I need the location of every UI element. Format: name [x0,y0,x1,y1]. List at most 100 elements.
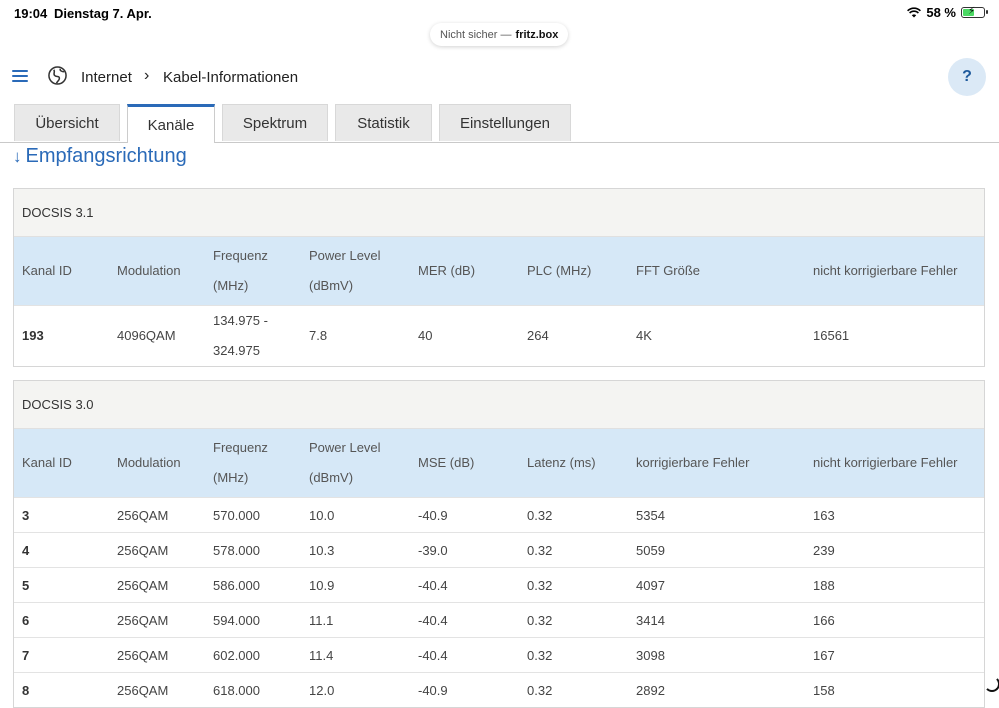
cell-modulation: 256QAM [109,567,205,603]
column-header-text: korrigierbare Fehler [636,455,750,470]
column-header-text: MER (dB) [418,263,476,278]
cell-frequenz: 618.000 [205,672,301,707]
battery-percent: 58 % [926,5,956,20]
cell-fft: 4K [628,305,805,366]
docsis30-title: DOCSIS 3.0 [14,381,984,429]
table-header-row: Kanal ID Modulation Frequenz (MHz) Power Lev… [14,237,984,306]
cell-power-level: 11.4 [301,637,410,673]
cell-kanal-id: 5 [14,567,109,603]
column-header-col7: FFT Größe [628,237,805,306]
url-security: Nicht sicher — [440,28,512,41]
cell-col6: 0.32 [519,532,628,568]
cell-mer: 40 [410,305,519,366]
table-row: 6 256QAM 594.000 11.1 -40.4 0.32 3414 166 [14,602,984,638]
column-header-text: Frequenz [213,248,268,263]
cell-col5: -40.4 [410,637,519,673]
cell-col5: -40.4 [410,567,519,603]
cell-kanal-id: 193 [14,305,109,366]
column-header-text: FFT Größe [636,263,701,278]
cell-modulation: 256QAM [109,637,205,673]
column-header-col6: Latenz (ms) [519,429,628,498]
table-row: 193 4096QAM 134.975 - 324.975 7.8 40 264… [14,305,984,366]
docsis31-panel: DOCSIS 3.1 Kanal ID Modulation Frequenz (MH… [13,188,985,367]
cell-kanal-id: 6 [14,602,109,638]
cell-kanal-id: 8 [14,672,109,707]
cell-modulation: 256QAM [109,672,205,707]
column-header-text: Modulation [117,263,181,278]
table-header-row: Kanal ID Modulation Frequenz (MHz) Power Lev… [14,429,984,498]
cell-frequenz-start: 134.975 - [213,313,268,328]
cell-col7: 2892 [628,672,805,707]
tab-uebersicht[interactable]: Übersicht [14,104,120,141]
cell-col7: 5354 [628,497,805,533]
column-header-text: (dBmV) [309,278,354,293]
cell-col6: 0.32 [519,497,628,533]
column-header-text: Power Level [309,440,381,455]
column-header-text: nicht korrigierbare Fehler [813,263,958,278]
table-row: 3 256QAM 570.000 10.0 -40.9 0.32 5354 163 [14,497,984,533]
cell-frequenz: 602.000 [205,637,301,673]
breadcrumb-internet[interactable]: Internet [81,69,132,86]
battery-fill [963,9,975,16]
cell-power-level: 10.0 [301,497,410,533]
table-row: 8 256QAM 618.000 12.0 -40.9 0.32 2892 158 [14,672,984,707]
cell-frequenz: 586.000 [205,567,301,603]
status-right: 58 % ⚡ [907,5,988,20]
column-header-text: MSE (dB) [418,455,475,470]
cell-modulation: 4096QAM [109,305,205,366]
tab-kanaele[interactable]: Kanäle [127,104,215,143]
cell-power-level: 10.9 [301,567,410,603]
tab-einstellungen[interactable]: Einstellungen [439,104,571,141]
cell-nicht-korrigierbar: 166 [805,602,984,638]
wifi-icon [907,7,922,18]
column-header-col5: MSE (dB) [410,429,519,498]
column-header-text: Kanal ID [22,263,72,278]
cell-kanal-id: 4 [14,532,109,568]
cell-frequenz-end: 324.975 [213,343,260,358]
column-header-text: Latenz (ms) [527,455,596,470]
cell-col5: -40.9 [410,497,519,533]
column-header-col5: MER (dB) [410,237,519,306]
column-header-col7: korrigierbare Fehler [628,429,805,498]
column-header-col6: PLC (MHz) [519,237,628,306]
section-title[interactable]: ↓ Empfangsrichtung [13,145,187,168]
cell-modulation: 256QAM [109,497,205,533]
cell-col7: 3098 [628,637,805,673]
cell-col7: 5059 [628,532,805,568]
url-bar[interactable]: Nicht sicher — fritz.box [430,23,569,46]
column-header-text: Frequenz [213,440,268,455]
cell-frequenz: 578.000 [205,532,301,568]
column-header-frequenz: Frequenz (MHz) [205,429,301,498]
globe-icon [48,66,67,85]
column-header-kanal-id: Kanal ID [14,429,109,498]
column-header-text: (MHz) [213,470,249,485]
table-row: 5 256QAM 586.000 10.9 -40.4 0.32 4097 188 [14,567,984,603]
column-header-modulation: Modulation [109,237,205,306]
cell-power: 7.8 [301,305,410,366]
column-header-text: nicht korrigierbare Fehler [813,455,958,470]
cell-col5: -40.4 [410,602,519,638]
tab-spektrum[interactable]: Spektrum [222,104,328,141]
column-header-nicht-korrigierbar: nicht korrigierbare Fehler [805,429,984,498]
page-header: Internet › Kabel-Informationen ? [0,56,999,100]
cell-power-level: 12.0 [301,672,410,707]
column-header-text: (dBmV) [309,470,354,485]
cell-nicht-korrigierbar: 188 [805,567,984,603]
docsis30-panel: DOCSIS 3.0 Kanal ID Modulation Frequenz (MH… [13,380,985,708]
menu-icon[interactable] [12,70,28,82]
cell-nicht-korrigierbar: 16561 [805,305,984,366]
tab-statistik[interactable]: Statistik [335,104,432,141]
cell-plc: 264 [519,305,628,366]
column-header-text: (MHz) [213,278,249,293]
cell-col5: -39.0 [410,532,519,568]
cell-power-level: 11.1 [301,602,410,638]
help-button[interactable]: ? [948,58,986,96]
status-time: 19:04 [14,6,48,21]
cell-frequenz: 570.000 [205,497,301,533]
docsis30-table: Kanal ID Modulation Frequenz (MHz) Power Lev… [14,429,984,707]
charging-icon: ⚡ [968,6,976,17]
tab-bar: Übersicht Kanäle Spektrum Statistik Eins… [0,104,999,143]
column-header-frequenz: Frequenz (MHz) [205,237,301,306]
column-header-text: Power Level [309,248,381,263]
cell-col6: 0.32 [519,672,628,707]
